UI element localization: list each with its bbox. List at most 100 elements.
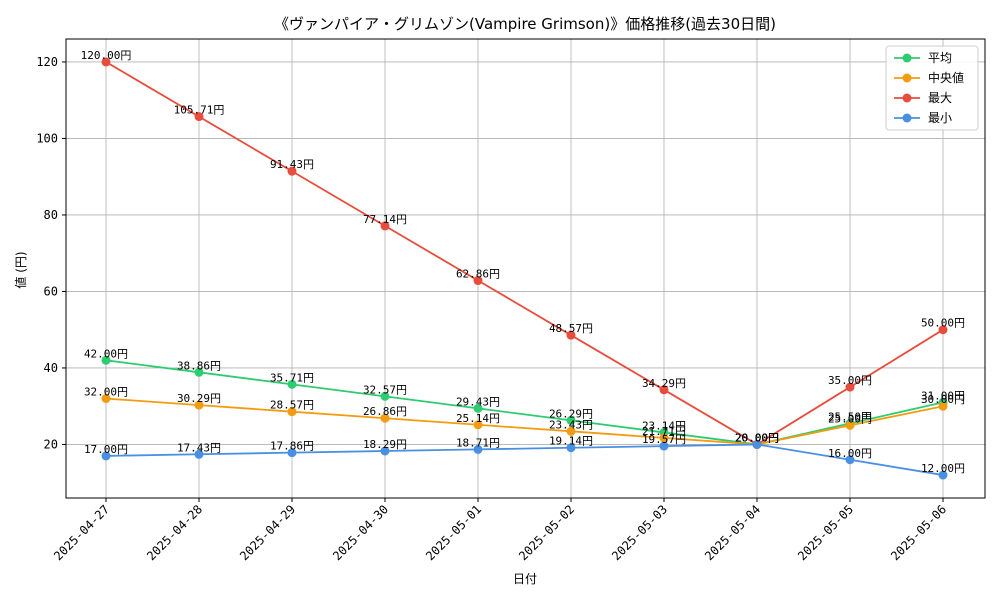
- data-point: [938, 470, 948, 480]
- data-label: 32.00円: [84, 386, 128, 399]
- data-point: [287, 379, 297, 389]
- data-label: 23.43円: [549, 418, 593, 431]
- data-point: [659, 385, 669, 395]
- data-label: 20.00円: [735, 431, 779, 444]
- data-point: [194, 449, 204, 459]
- data-label: 17.86円: [270, 440, 314, 453]
- data-label: 31.00円: [921, 389, 965, 402]
- data-point: [287, 407, 297, 417]
- data-label: 77.14円: [363, 213, 407, 226]
- legend-swatch-marker: [902, 93, 912, 103]
- legend-box: [885, 45, 979, 131]
- data-label: 35.00円: [828, 374, 872, 387]
- data-label: 32.57円: [363, 383, 407, 396]
- data-label: 25.50円: [828, 410, 872, 423]
- data-point: [287, 166, 297, 176]
- data-point: [566, 330, 576, 340]
- x-tick-label: 2025-04-28: [144, 502, 205, 563]
- data-point: [194, 400, 204, 410]
- legend-label: 最小: [928, 111, 952, 125]
- data-label: 120.00円: [81, 49, 132, 62]
- data-label: 38.86円: [177, 359, 221, 372]
- data-label: 26.86円: [363, 405, 407, 418]
- data-label: 35.71円: [270, 371, 314, 384]
- data-label: 30.00円: [921, 393, 965, 406]
- data-point: [380, 391, 390, 401]
- data-point: [101, 451, 111, 461]
- data-point: [473, 403, 483, 413]
- x-tick-label: 2025-05-02: [516, 502, 577, 563]
- x-tick-label: 2025-05-06: [888, 502, 949, 563]
- data-label: 18.29円: [363, 438, 407, 451]
- data-label: 19.57円: [642, 433, 686, 446]
- data-point: [566, 443, 576, 453]
- data-label: 62.86円: [456, 268, 500, 281]
- x-tick-label: 2025-05-05: [795, 502, 856, 563]
- data-label: 28.57円: [270, 399, 314, 412]
- data-point: [101, 355, 111, 365]
- data-label: 25.00円: [828, 412, 872, 425]
- y-tick-label: 120: [36, 55, 58, 69]
- data-label: 12.00円: [921, 462, 965, 475]
- data-label: 18.71円: [456, 436, 500, 449]
- data-point: [380, 413, 390, 423]
- y-tick-label: 40: [44, 361, 58, 375]
- data-point: [566, 426, 576, 436]
- data-label: 30.29円: [177, 392, 221, 405]
- data-label: 20.00円: [735, 431, 779, 444]
- y-axis-label: 値 (円): [13, 251, 28, 288]
- data-point: [473, 420, 483, 430]
- y-tick-label: 100: [36, 131, 58, 145]
- data-label: 17.43円: [177, 441, 221, 454]
- data-labels: 42.00円 38.86円 35.71円 32.57円 29.43円 26.29円 23.1…: [81, 49, 965, 475]
- legend-swatch-marker: [902, 73, 912, 83]
- data-label: 17.00円: [84, 443, 128, 456]
- x-tick-label: 2025-04-29: [237, 502, 298, 563]
- data-label: 48.57円: [549, 322, 593, 335]
- series-line: [105, 61, 944, 446]
- x-tick-label: 2025-05-04: [702, 502, 763, 563]
- data-label: 26.29円: [549, 407, 593, 420]
- data-point: [938, 325, 948, 335]
- data-label: 91.43円: [270, 158, 314, 171]
- data-point: [752, 439, 762, 449]
- data-label: 23.14円: [642, 419, 686, 432]
- y-tick-label: 20: [44, 437, 58, 451]
- legend-swatch-marker: [902, 53, 912, 63]
- data-label: 16.00円: [828, 447, 872, 460]
- data-label: 20.00円: [735, 431, 779, 444]
- data-label: 21.71円: [642, 425, 686, 438]
- plot-area-frame: [65, 38, 986, 499]
- series-line: [105, 443, 944, 476]
- data-point: [938, 401, 948, 411]
- series-line: [105, 359, 944, 446]
- data-label: 42.00円: [84, 347, 128, 360]
- data-point: [659, 441, 669, 451]
- data-label: 50.00円: [921, 317, 965, 330]
- chart-title: 《ヴァンパイア・グリムゾン(Vampire Grimson)》価格推移(過去30…: [274, 15, 776, 33]
- axis-ticks: 2025-04-27 2025-04-28 2025-04-29 2025-04-30…: [36, 55, 949, 563]
- data-label: 105.71円: [174, 104, 225, 117]
- data-label: 25.14円: [456, 412, 500, 425]
- data-point: [566, 415, 576, 425]
- x-tick-label: 2025-04-27: [51, 502, 112, 563]
- x-tick-label: 2025-05-03: [609, 502, 670, 563]
- data-label: 34.29円: [642, 377, 686, 390]
- data-point: [194, 367, 204, 377]
- legend-label: 平均: [928, 51, 952, 65]
- x-tick-label: 2025-05-01: [423, 502, 484, 563]
- data-point: [473, 444, 483, 454]
- y-tick-label: 80: [44, 208, 58, 222]
- data-point: [845, 455, 855, 465]
- data-point: [194, 112, 204, 122]
- series-line: [105, 397, 944, 446]
- data-label: 29.43円: [456, 395, 500, 408]
- data-point: [845, 420, 855, 430]
- data-point: [287, 448, 297, 458]
- legend-label: 最大: [928, 91, 952, 105]
- series-layer: [101, 57, 948, 480]
- grid: [66, 39, 985, 498]
- data-point: [101, 57, 111, 67]
